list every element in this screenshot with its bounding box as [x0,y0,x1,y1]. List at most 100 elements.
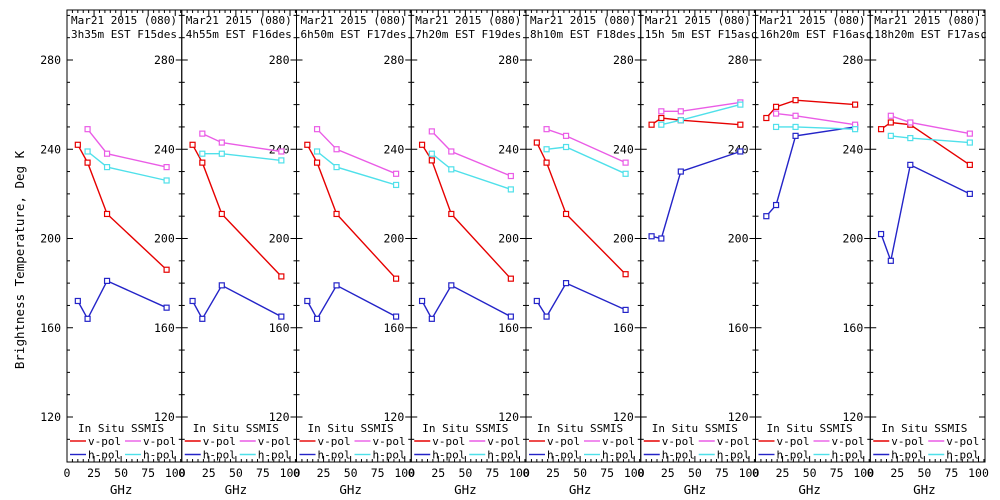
y-tick-label: 160 [498,321,519,335]
legend-label-in-situ-v-pol: v-pol [662,435,695,448]
x-tick-label: 50 [229,466,243,480]
y-tick-label: 200 [842,232,863,246]
legend-header-ssmis: SSMIS [934,422,967,435]
legend-label-ssmis-v-pol: v-pol [602,435,635,448]
x-tick-label: 50 [917,466,931,480]
panel-title-pass: 3h35m EST F15des [71,28,177,41]
y-tick-label: 120 [154,410,175,424]
panel-title-date: Mar21 2015 (080) [874,14,980,27]
x-tick-label: 25 [661,466,675,480]
in-situ-h-pol-marker [533,297,540,305]
in-situ-h-pol-marker [677,168,684,175]
legend-header-in-situ: In Situ [652,422,698,435]
y-tick-label: 160 [383,321,404,335]
x-tick-label: 100 [394,466,415,480]
y-tick-label: 200 [383,232,404,246]
ssmis-v-pol-marker [507,172,514,180]
panel-title-date: Mar21 2015 (080) [186,14,292,27]
x-tick-label: 75 [715,466,729,480]
legend-label-ssmis-v-pol: v-pol [143,435,176,448]
in-situ-h-pol-line [880,163,971,264]
in-situ-h-pol-marker [84,315,91,322]
in-situ-h-pol-marker [189,297,196,305]
in-situ-h-pol-line [651,150,741,240]
legend-label-in-situ-h-pol: h-pol [432,449,465,462]
x-tick-label: 25 [546,466,560,480]
y-tick-label: 280 [269,53,290,67]
in-situ-v-pol-marker [966,161,973,168]
in-situ-h-pol-line [536,282,626,318]
y-tick-label: 280 [154,53,175,67]
y-tick-label: 200 [728,232,749,246]
legend-label-ssmis-h-pol: h-pol [487,449,520,462]
in-situ-v-pol-marker [507,275,514,282]
ssmis-h-pol-marker [658,121,665,128]
ssmis-h-pol-marker [448,166,455,173]
in-situ-v-pol-line [77,144,168,271]
in-situ-v-pol-marker [737,121,744,128]
legend-label-ssmis-v-pol: v-pol [717,435,750,448]
ssmis-v-pol-marker [448,148,455,155]
ssmis-h-pol-marker [199,150,206,157]
in-situ-h-pol-marker [648,233,655,240]
x-axis-label: GHz [454,482,477,497]
legend-label-in-situ-v-pol: v-pol [777,435,810,448]
ssmis-v-pol-marker [428,128,435,135]
legend-header-ssmis: SSMIS [361,422,394,435]
ssmis-h-pol-marker [562,143,570,151]
ssmis-h-pol-marker [392,181,400,189]
in-situ-v-pol-line [765,99,856,119]
y-tick-label: 120 [613,410,634,424]
legend-label-ssmis-v-pol: v-pol [832,435,865,448]
legend-header-ssmis: SSMIS [820,422,853,435]
ssmis-h-pol-marker [278,157,285,164]
in-situ-h-pol-marker [772,201,780,209]
in-situ-v-pol-marker [304,141,311,148]
ssmis-h-pol-line [776,126,856,130]
ssmis-v-pol-marker [562,132,570,139]
ssmis-v-pol-marker [199,130,206,137]
y-tick-label: 120 [383,410,404,424]
in-situ-h-pol-line [421,284,512,321]
y-tick-label: 240 [154,142,175,156]
x-tick-label: 50 [803,466,817,480]
in-situ-v-pol-marker [199,159,206,166]
in-situ-v-pol-marker [84,159,91,166]
panel-title-pass: 18h20m EST F17asc [874,28,987,41]
ssmis-v-pol-marker [392,170,400,177]
y-tick-label: 120 [269,410,290,424]
legend-header-in-situ: In Situ [193,422,239,435]
x-tick-label: 25 [202,466,216,480]
in-situ-v-pol-marker [418,141,426,148]
legend-header-in-situ: In Situ [537,422,583,435]
x-axis-label: GHz [339,482,362,497]
ssmis-v-pol-marker [313,126,321,133]
x-tick-label: 0 [408,466,415,480]
x-tick-label: 25 [317,466,331,480]
y-tick-label: 240 [498,142,519,156]
ssmis-v-pol-marker [333,146,340,153]
in-situ-h-pol-marker [658,235,665,242]
x-tick-label: 50 [458,466,472,480]
ssmis-v-pol-marker [677,108,684,115]
y-tick-label: 280 [498,53,519,67]
x-tick-label: 25 [431,466,445,480]
panel-8-frame [869,9,986,463]
legend-label-in-situ-v-pol: v-pol [547,435,580,448]
ssmis-h-pol-marker [218,150,225,157]
y-tick-label: 160 [269,321,290,335]
in-situ-v-pol-marker [772,103,780,110]
x-tick-label: 0 [637,466,644,480]
in-situ-v-pol-marker [392,275,400,282]
in-situ-h-pol-marker [313,315,321,322]
in-situ-h-pol-marker [163,304,170,311]
legend-label-ssmis-h-pol: h-pol [946,449,979,462]
y-tick-label: 200 [269,232,290,246]
x-tick-label: 0 [293,466,300,480]
ssmis-h-pol-marker [84,148,91,155]
x-tick-label: 100 [968,466,989,480]
ssmis-h-pol-marker [737,101,744,108]
legend-label-ssmis-h-pol: h-pol [832,449,865,462]
y-tick-label: 240 [383,142,404,156]
ssmis-v-pol-marker [966,130,973,137]
